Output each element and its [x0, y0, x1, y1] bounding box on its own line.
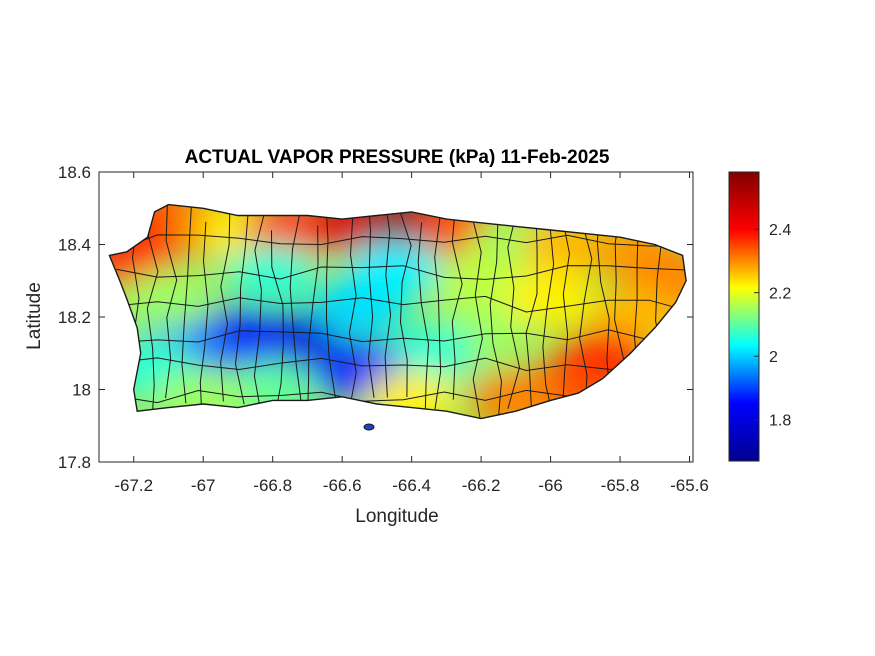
colorbar [728, 171, 760, 462]
x-tick-label: -66.2 [462, 476, 501, 495]
y-tick-label: 18 [72, 381, 91, 400]
x-tick-label: -67.2 [114, 476, 153, 495]
x-tick-label: -65.6 [670, 476, 709, 495]
x-tick-label: -66.8 [253, 476, 292, 495]
colorbar-tick-label: 2.2 [769, 286, 791, 303]
field-sample-25 [226, 243, 319, 304]
field-sample-26 [348, 239, 441, 300]
colorbar-tick-label: 2 [769, 349, 778, 366]
y-axis-label: Latitude [24, 282, 45, 350]
island-outline [108, 203, 687, 420]
x-tick-label: -65.8 [601, 476, 640, 495]
field-sample-24 [122, 268, 215, 329]
field-sample-28 [504, 268, 597, 329]
x-tick-label: -66.4 [392, 476, 431, 495]
y-tick-label: 18.6 [58, 163, 91, 182]
x-tick-label: -66.6 [323, 476, 362, 495]
x-axis: -67.2 -67 -66.8 -66.6 -66.4 -66.2 -66 -65.8 -65.… [114, 172, 709, 495]
y-tick-label: 18.4 [58, 236, 91, 255]
y-tick-label: 18.2 [58, 308, 91, 327]
y-axis: 17.8 18 18.2 18.4 18.6 [58, 163, 693, 472]
x-axis-label: Longitude [355, 506, 438, 527]
y-tick-label: 17.8 [58, 453, 91, 472]
colorbar-tick-label: 2.4 [769, 222, 791, 239]
colorbar-ticks: 1.8 2 2.2 2.4 [754, 222, 791, 430]
x-tick-label: -66 [538, 476, 563, 495]
colorbar-tick-label: 1.8 [769, 413, 791, 430]
offshore-islet [363, 423, 375, 431]
chart-title: ACTUAL VAPOR PRESSURE (kPa) 11-Feb-2025 [185, 147, 610, 168]
x-tick-label: -67 [191, 476, 216, 495]
